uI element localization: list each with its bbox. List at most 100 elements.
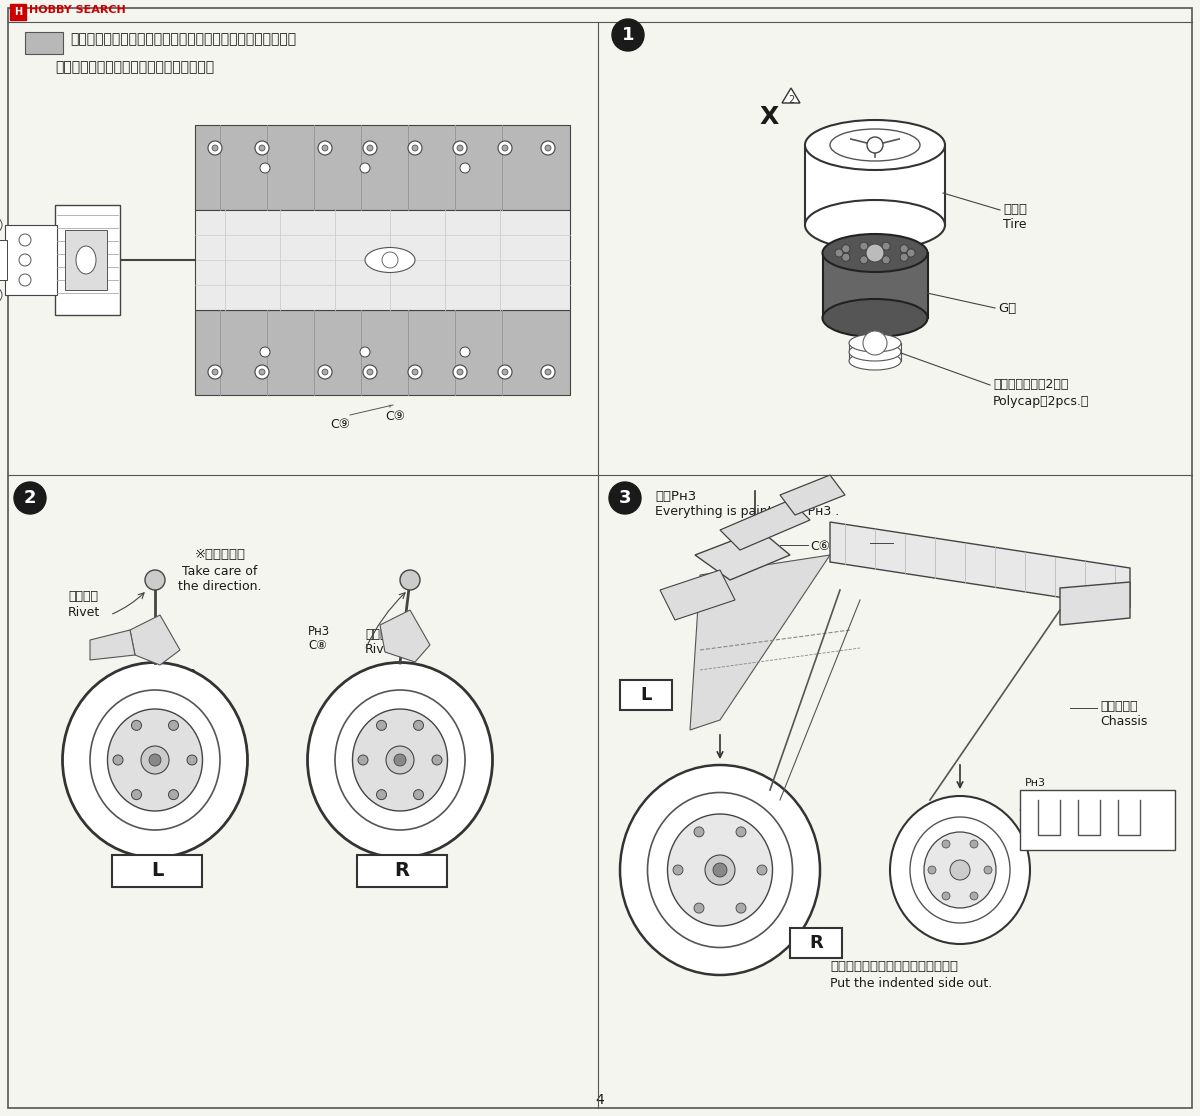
Text: C⑥: C⑥ [810, 540, 830, 554]
Text: HOBBY SEARCH: HOBBY SEARCH [29, 4, 126, 15]
Text: Tire: Tire [1003, 218, 1026, 231]
Circle shape [412, 145, 418, 151]
Circle shape [113, 756, 124, 764]
Text: R: R [809, 934, 823, 952]
Bar [1020, 790, 1175, 850]
Circle shape [842, 244, 850, 252]
Circle shape [187, 756, 197, 764]
Circle shape [736, 903, 746, 913]
Circle shape [364, 365, 377, 379]
Circle shape [377, 790, 386, 800]
Ellipse shape [307, 663, 492, 857]
Text: ※向きに注意: ※向きに注意 [194, 548, 246, 561]
Polygon shape [830, 522, 1130, 608]
Circle shape [694, 903, 704, 913]
Circle shape [454, 365, 467, 379]
Circle shape [394, 754, 406, 766]
Circle shape [860, 242, 868, 250]
Circle shape [0, 217, 2, 233]
Bar [790, 929, 842, 958]
Ellipse shape [365, 248, 415, 272]
Circle shape [882, 242, 890, 250]
Circle shape [694, 827, 704, 837]
Circle shape [457, 369, 463, 375]
Circle shape [736, 827, 746, 837]
Ellipse shape [850, 343, 901, 360]
Circle shape [145, 570, 166, 590]
Circle shape [377, 720, 386, 730]
Text: 2: 2 [24, 489, 36, 507]
Circle shape [432, 756, 442, 764]
Circle shape [168, 790, 179, 800]
Circle shape [835, 249, 842, 257]
Circle shape [142, 745, 169, 775]
Ellipse shape [924, 833, 996, 908]
Circle shape [367, 369, 373, 375]
Circle shape [208, 141, 222, 155]
Bar [620, 680, 672, 710]
Circle shape [673, 865, 683, 875]
Circle shape [256, 141, 269, 155]
Circle shape [713, 863, 727, 877]
Circle shape [0, 287, 2, 304]
Ellipse shape [910, 817, 1010, 923]
Ellipse shape [335, 690, 466, 830]
Ellipse shape [90, 690, 220, 830]
Text: C⑨: C⑨ [385, 410, 406, 423]
Circle shape [260, 347, 270, 357]
Circle shape [259, 369, 265, 375]
Bar [194, 310, 570, 395]
Circle shape [382, 252, 398, 268]
Text: CⓆ: CⓆ [175, 682, 191, 695]
Circle shape [907, 249, 916, 257]
Circle shape [502, 145, 508, 151]
Text: C⑧: C⑧ [308, 639, 326, 652]
Text: L: L [151, 862, 163, 881]
Ellipse shape [620, 764, 820, 975]
Ellipse shape [62, 663, 247, 857]
Circle shape [882, 256, 890, 263]
Bar [112, 855, 202, 887]
Circle shape [842, 253, 850, 261]
Ellipse shape [850, 334, 901, 352]
Circle shape [950, 860, 970, 881]
Ellipse shape [822, 299, 928, 337]
Circle shape [863, 331, 887, 355]
Text: Take care of: Take care of [182, 565, 258, 578]
Text: 3: 3 [619, 489, 631, 507]
Circle shape [460, 347, 470, 357]
Circle shape [498, 365, 512, 379]
Text: 1: 1 [622, 26, 635, 44]
Ellipse shape [108, 709, 203, 811]
Bar [65, 230, 107, 290]
Text: シャーシー: シャーシー [1100, 700, 1138, 713]
Bar [0, 240, 7, 280]
Text: C⑨: C⑨ [895, 538, 916, 551]
Bar [358, 855, 446, 887]
Bar [823, 253, 928, 318]
Polygon shape [720, 500, 810, 550]
Circle shape [318, 141, 332, 155]
Circle shape [260, 163, 270, 173]
Text: Rivet: Rivet [68, 606, 101, 619]
Circle shape [457, 145, 463, 151]
Text: Pʜ3: Pʜ3 [175, 668, 197, 681]
Text: Polycap（2pcs.）: Polycap（2pcs.） [994, 395, 1090, 408]
Ellipse shape [850, 352, 901, 371]
Polygon shape [780, 475, 845, 514]
Text: X: X [760, 105, 779, 129]
Circle shape [545, 145, 551, 151]
Circle shape [610, 482, 641, 514]
Text: ポリキャップ（2コ）: ポリキャップ（2コ） [994, 378, 1068, 391]
Circle shape [757, 865, 767, 875]
Circle shape [502, 369, 508, 375]
Circle shape [360, 347, 370, 357]
Text: C⑨: C⑨ [330, 418, 350, 431]
Circle shape [900, 253, 908, 261]
Bar [55, 205, 120, 315]
Circle shape [212, 369, 218, 375]
Bar [25, 32, 64, 54]
Text: 切った断面はヤスリでならしておきます。: 切った断面はヤスリでならしておきます。 [55, 60, 214, 74]
Circle shape [367, 145, 373, 151]
Circle shape [19, 275, 31, 286]
